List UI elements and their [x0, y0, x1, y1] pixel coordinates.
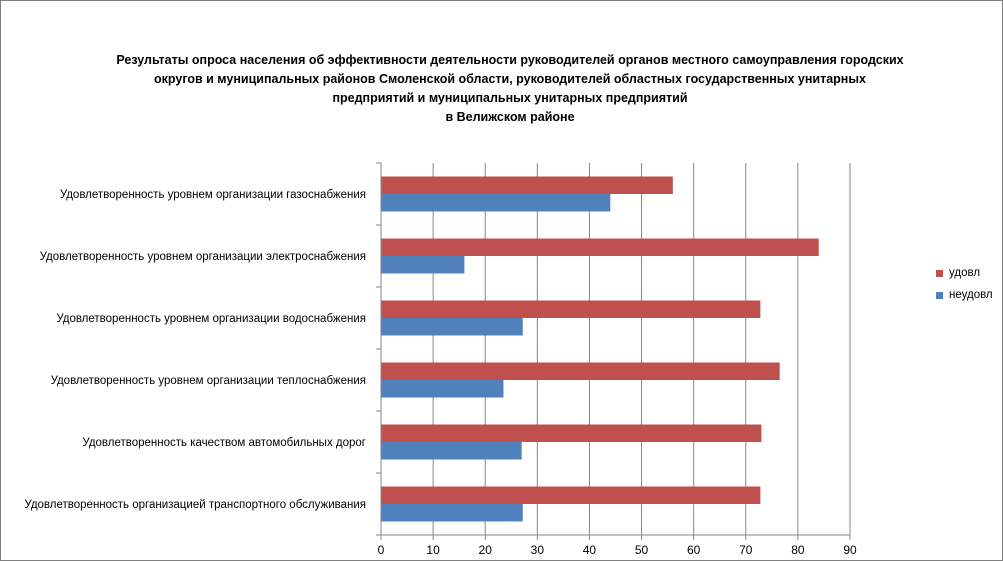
x-tick-label: 60 — [687, 543, 701, 557]
legend-swatch-udovl — [936, 269, 943, 277]
category-label: Удовлетворенность уровнем организации эл… — [40, 251, 366, 263]
x-tick-label: 0 — [378, 543, 385, 557]
legend-item-neudovl: неудовл — [936, 284, 993, 306]
category-label: Удовлетворенность организацией транспорт… — [24, 499, 366, 511]
chart-title-line: Результаты опроса населения об эффективн… — [116, 53, 904, 67]
bar-udovl — [381, 362, 780, 380]
legend-item-udovl: удовл — [936, 262, 993, 284]
bar-udovl — [381, 486, 761, 504]
x-tick-label: 50 — [635, 543, 649, 557]
bar-neudovl — [381, 194, 611, 212]
x-tick-label: 20 — [479, 543, 493, 557]
chart-title-line: округов и муниципальных районов Смоленск… — [154, 72, 866, 86]
bar-neudovl — [381, 380, 504, 398]
x-tick-label: 10 — [426, 543, 440, 557]
bar-udovl — [381, 238, 819, 256]
bar-neudovl — [381, 318, 523, 336]
bar-neudovl — [381, 504, 523, 522]
x-tick-label: 90 — [843, 543, 857, 557]
category-label: Удовлетворенность уровнем организации во… — [56, 313, 366, 325]
category-label: Удовлетворенность уровнем организации те… — [51, 375, 366, 387]
bar-neudovl — [381, 442, 522, 460]
bar-udovl — [381, 176, 673, 194]
category-label: Удовлетворенность качеством автомобильны… — [82, 437, 366, 449]
x-tick-label: 70 — [739, 543, 753, 557]
legend-label-udovl: удовл — [949, 267, 981, 279]
bar-neudovl — [381, 256, 465, 274]
chart-title: Результаты опроса населения об эффективн… — [60, 51, 960, 127]
x-tick-label: 40 — [583, 543, 597, 557]
x-tick-label: 30 — [531, 543, 545, 557]
x-tick-label: 80 — [791, 543, 805, 557]
chart-title-line: в Велижском районе — [445, 110, 575, 124]
legend-swatch-neudovl — [936, 291, 943, 299]
chart-title-line: предприятий и муниципальных унитарных пр… — [332, 91, 688, 105]
legend-label-neudovl: неудовл — [949, 289, 993, 301]
bar-udovl — [381, 424, 762, 442]
bar-udovl — [381, 300, 761, 318]
legend: удовл неудовл — [936, 262, 993, 306]
category-label: Удовлетворенность уровнем организации га… — [60, 189, 366, 201]
